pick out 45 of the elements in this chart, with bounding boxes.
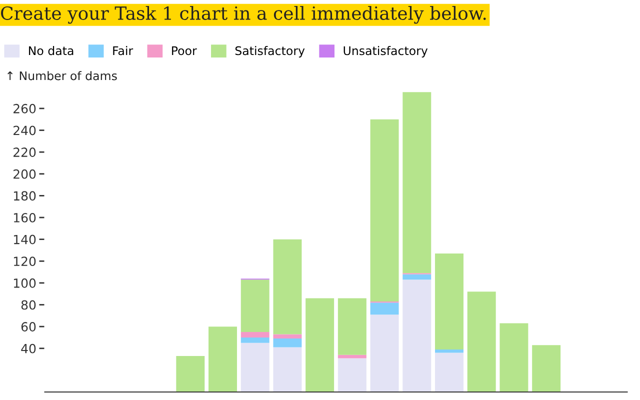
chart-title: Create your Task 1 chart in a cell immediately below. [1, 6, 486, 24]
y-tick-label: 200 [14, 169, 36, 179]
y-tick-label: 260 [14, 104, 36, 114]
bar [273, 338, 302, 348]
bar [370, 119, 399, 302]
bar [240, 332, 270, 338]
bar [435, 349, 464, 353]
legend-label: Poor [172, 46, 197, 56]
bar [435, 352, 464, 392]
bar [435, 253, 464, 350]
bar [273, 347, 302, 392]
legend-label: Satisfactory [235, 46, 305, 58]
bar [176, 356, 205, 392]
bar [370, 314, 399, 392]
bar [338, 358, 366, 392]
bar [273, 239, 302, 334]
bar [338, 354, 366, 358]
bar [402, 274, 432, 280]
bar [338, 298, 366, 355]
y-tick-label: 60 [21, 322, 36, 332]
y-tick-label: 120 [14, 256, 36, 266]
bar [370, 302, 399, 315]
bar [240, 342, 270, 392]
bar [273, 334, 302, 339]
y-tick-label: 160 [14, 212, 36, 222]
legend-label: No data [28, 46, 74, 56]
y-tick-label: 140 [14, 234, 36, 244]
bar [240, 337, 270, 343]
bar [402, 280, 432, 392]
legend-label: Fair [113, 46, 134, 56]
y-tick-label: 80 [21, 300, 36, 310]
legend-label: Unsatisfactory [344, 46, 428, 58]
bar [208, 326, 237, 392]
y-tick-label: 40 [21, 344, 36, 354]
bar [532, 345, 561, 392]
y-tick-label: 240 [14, 126, 36, 136]
bar [467, 292, 496, 392]
y-tick-label: 180 [14, 191, 36, 201]
bar [306, 298, 334, 392]
y-tick-label: 100 [14, 278, 36, 288]
y-tick-label: 220 [14, 148, 36, 157]
bar [240, 280, 270, 332]
bar [402, 92, 432, 274]
y-axis-title: ↑ Number of dams [8, 71, 117, 80]
bar [500, 323, 528, 392]
